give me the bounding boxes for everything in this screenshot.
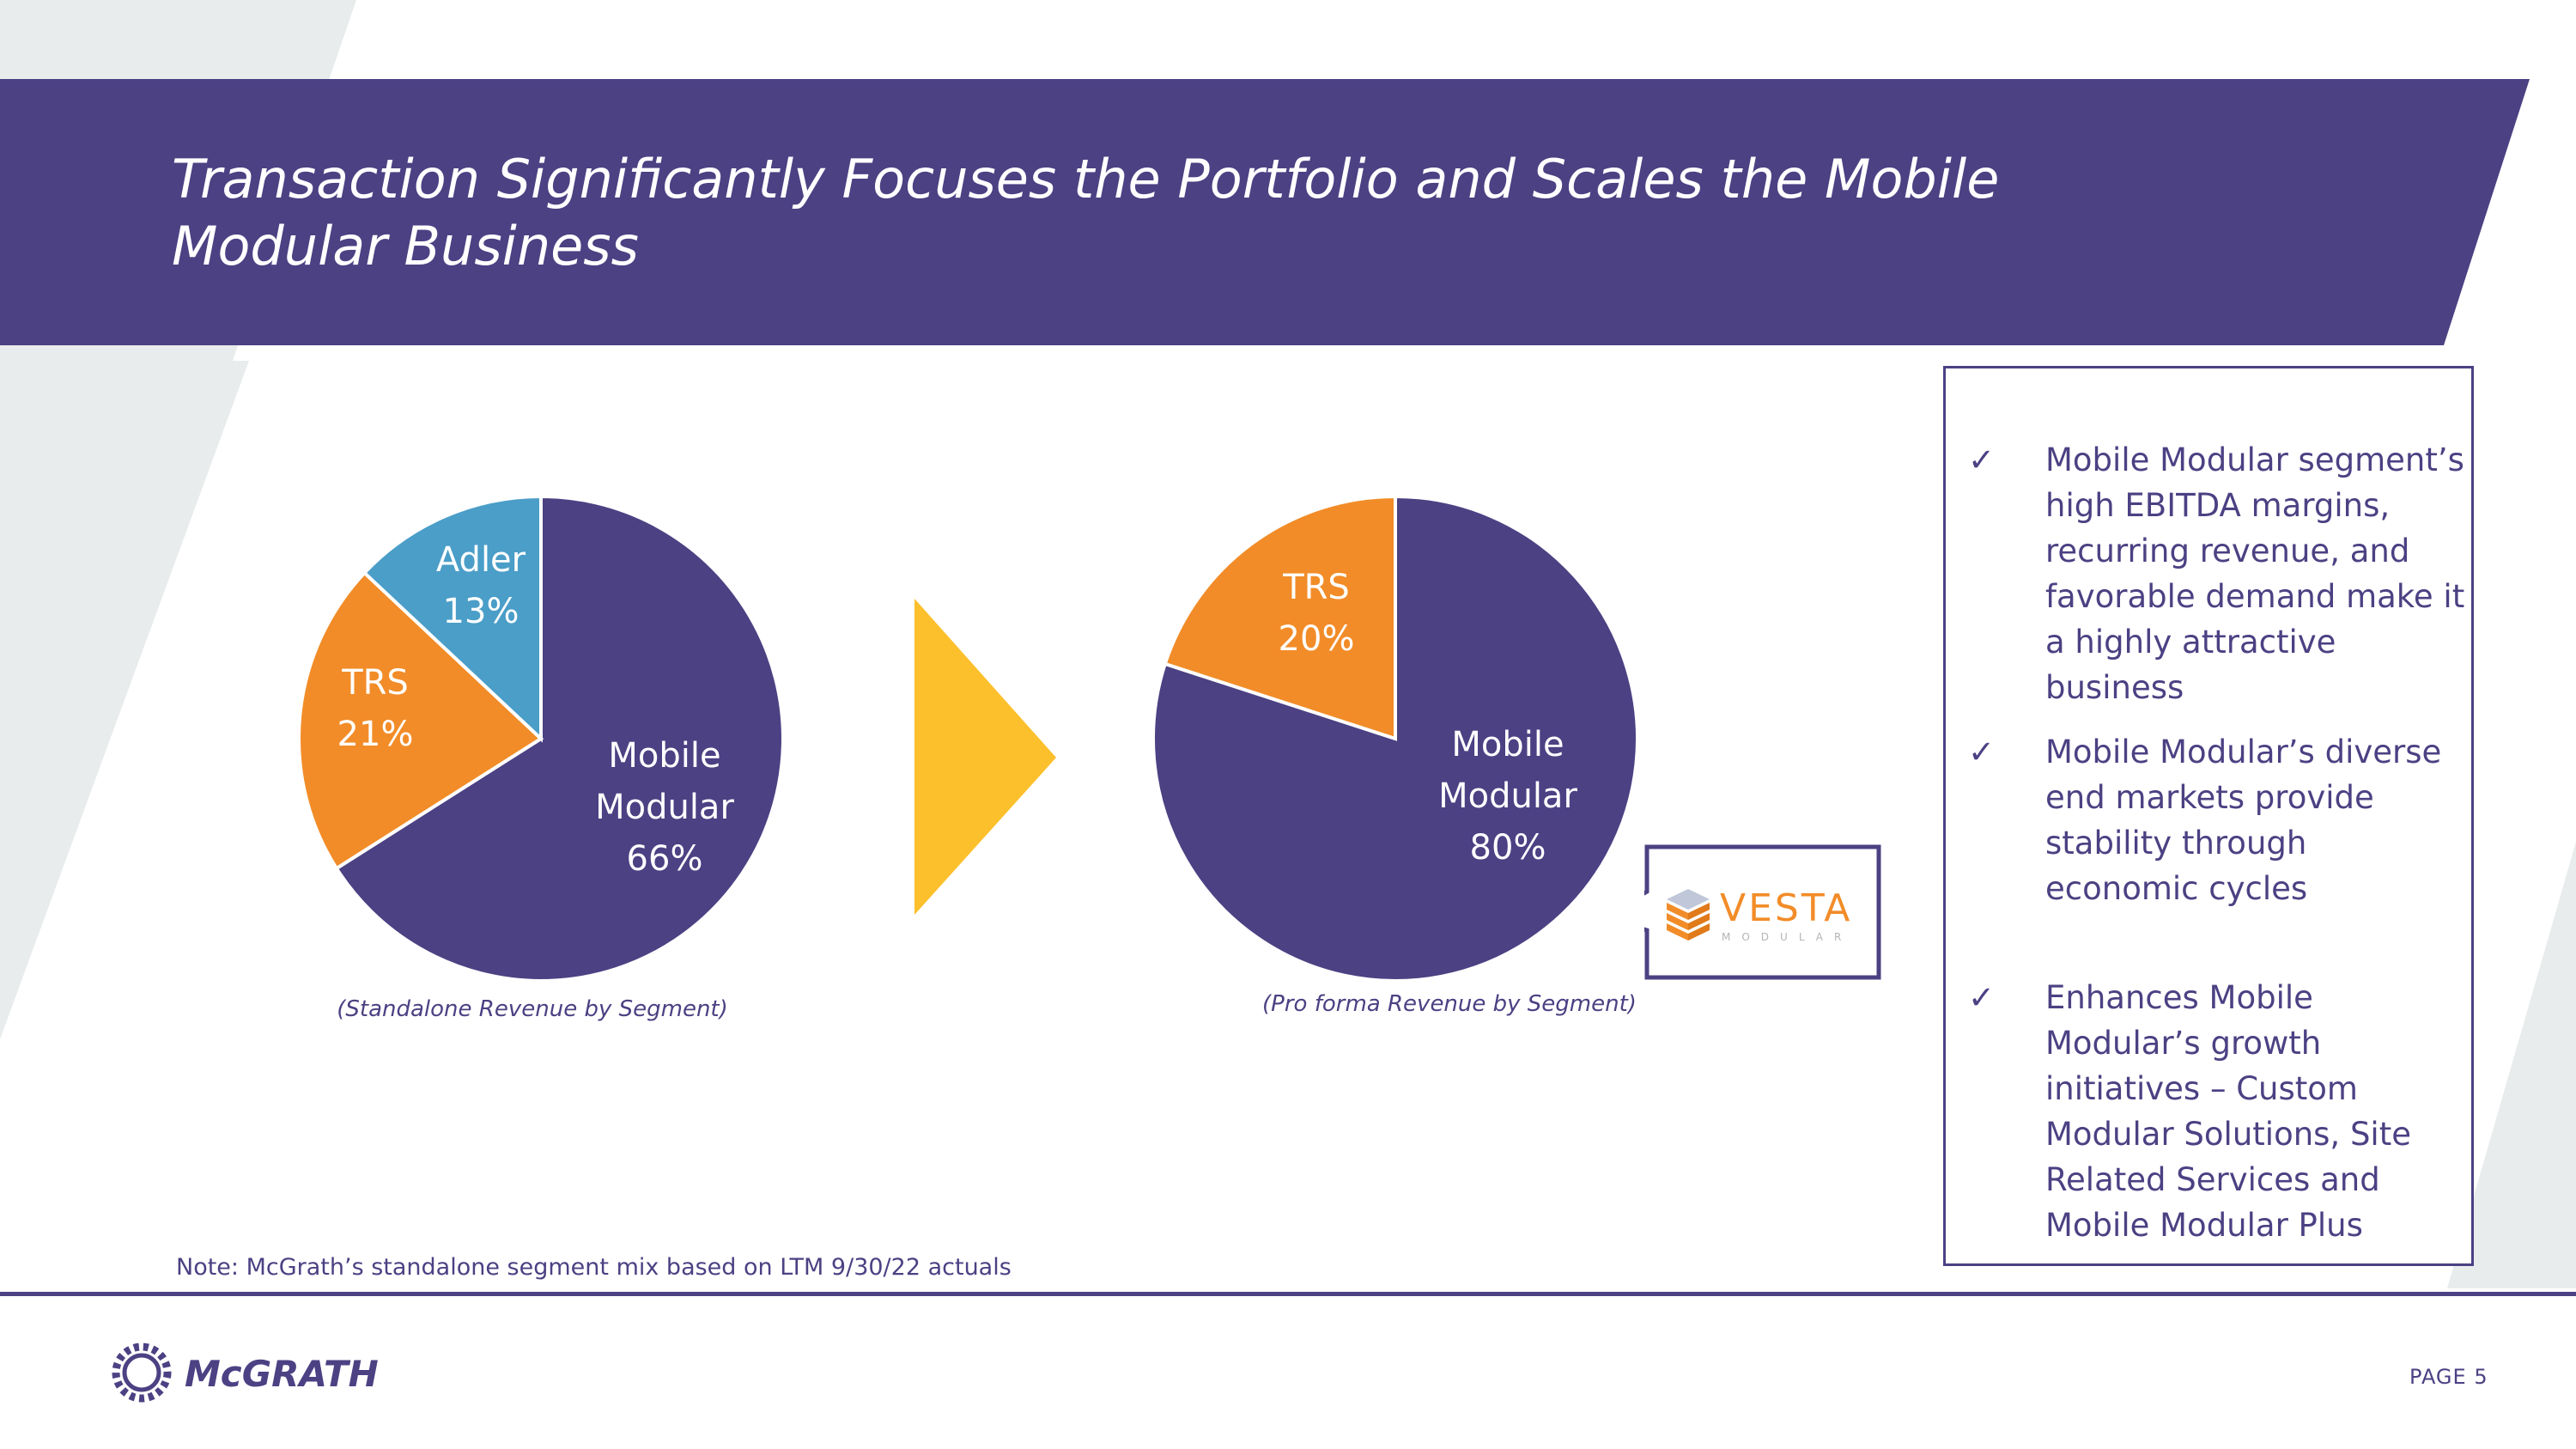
vesta-logo-callout: VESTA MODULAR (1644, 844, 1881, 980)
gear-icon (112, 1342, 172, 1403)
slice-label-trs: TRS 21% (337, 663, 414, 754)
page-number: PAGE 5 (2409, 1365, 2488, 1389)
benefit-text-1: Mobile Modular segment’s high EBITDA mar… (2045, 441, 2465, 706)
benefit-text-2: Mobile Modular’s diverse end markets pro… (2045, 734, 2442, 907)
vesta-logo-text: VESTA (1720, 886, 1852, 930)
standalone-pie-chart: Mobile Modular 66% TRS 21% Adler 13% (297, 494, 785, 983)
pie-slice-mobile-modular (334, 494, 785, 983)
footnote: Note: McGrath’s standalone segment mix b… (176, 1254, 1012, 1281)
vesta-logo-subtext: MODULAR (1722, 931, 1852, 943)
slice-label-mobile-modular: Mobile Modular 80% (1438, 725, 1577, 868)
check-icon: ✓ (1968, 441, 1996, 478)
mcgrath-logo: McGRATH (112, 1342, 379, 1403)
standalone-chart-caption: (Standalone Revenue by Segment) (337, 996, 728, 1022)
benefit-text-3: Enhances Mobile Modular’s growth initiat… (2045, 979, 2411, 1244)
arrow-triangle (914, 599, 1056, 915)
slice-label-adler: Adler 13% (436, 540, 526, 631)
left-grey-band-lower (0, 361, 249, 1039)
check-icon: ✓ (1968, 979, 1996, 1016)
pie-slice-trs (297, 570, 544, 871)
check-icon: ✓ (1968, 734, 1996, 770)
benefits-callout-box: ✓ Mobile Modular segment’s high EBITDA m… (1943, 366, 2474, 1266)
proforma-chart-caption: (Pro forma Revenue by Segment) (1262, 991, 1637, 1017)
footer-divider (0, 1292, 2576, 1296)
slice-label-mobile-modular: Mobile Modular 66% (595, 736, 734, 879)
proforma-pie-chart: Mobile Modular 80% TRS 20% (1151, 494, 1639, 983)
title-banner (0, 79, 2530, 345)
slice-label-trs: TRS 20% (1279, 568, 1355, 659)
page-title: Transaction Significantly Focuses the Po… (172, 148, 2000, 277)
logo-text: McGRATH (185, 1353, 379, 1395)
vesta-cube-icon (1667, 889, 1710, 941)
pie-slice-trs (1163, 494, 1397, 741)
right-grey-band (2447, 842, 2576, 1288)
pie-slice-adler (361, 494, 543, 743)
